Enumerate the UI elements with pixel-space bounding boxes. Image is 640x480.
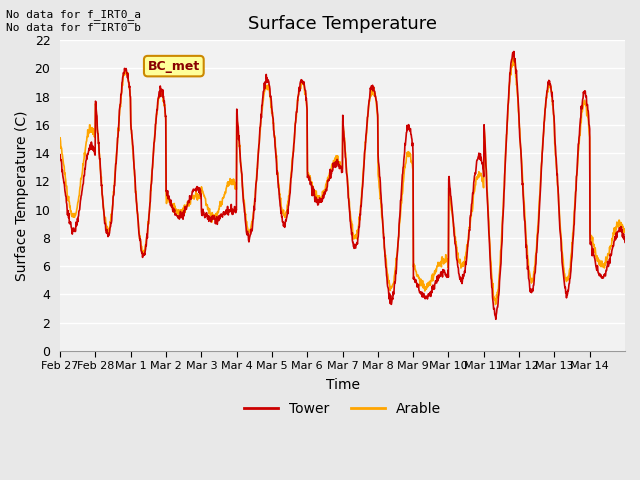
- X-axis label: Time: Time: [326, 378, 360, 392]
- Legend: Tower, Arable: Tower, Arable: [238, 396, 447, 421]
- Text: No data for f̅IRT0̅b: No data for f̅IRT0̅b: [6, 23, 141, 33]
- Text: No data for f_IRT0_a: No data for f_IRT0_a: [6, 9, 141, 20]
- Y-axis label: Surface Temperature (C): Surface Temperature (C): [15, 110, 29, 281]
- Title: Surface Temperature: Surface Temperature: [248, 15, 437, 33]
- Text: BC_met: BC_met: [148, 60, 200, 72]
